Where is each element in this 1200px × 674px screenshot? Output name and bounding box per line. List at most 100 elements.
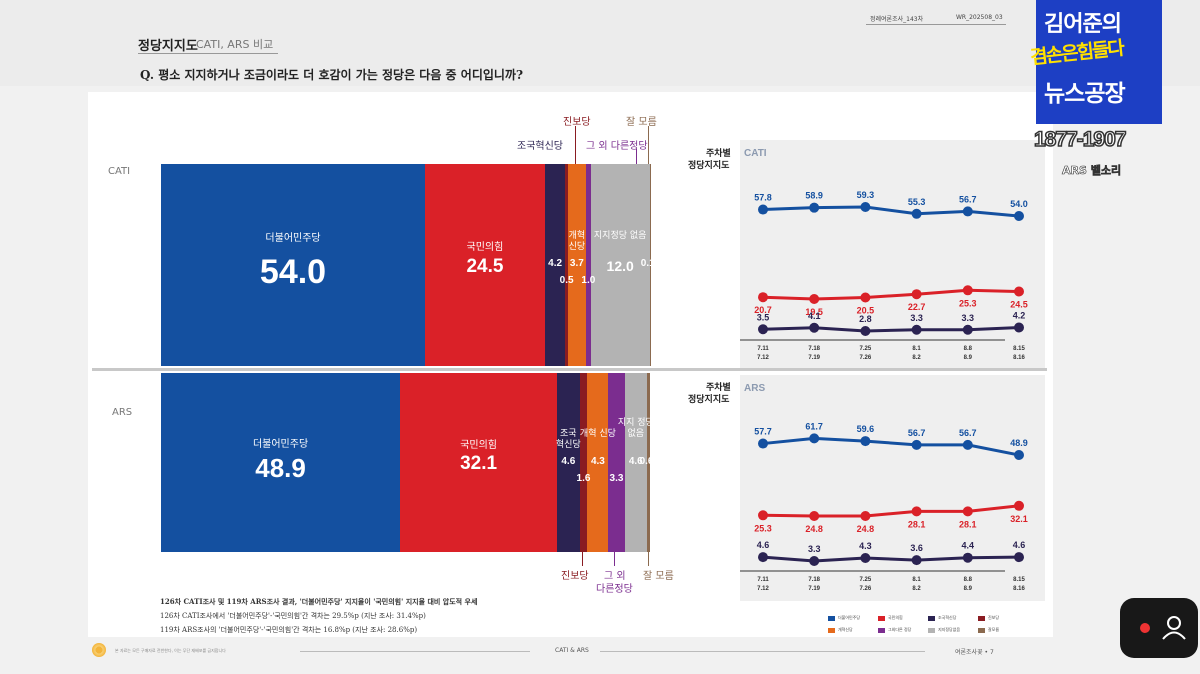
series-point-minjoo <box>758 438 768 449</box>
x-tick-label: 8.8 <box>964 346 973 352</box>
x-tick-label: 7.26 <box>860 586 872 592</box>
segment-name-gaehyeok: 개혁 신당 <box>568 231 586 252</box>
x-tick-label: 7.25 <box>860 346 872 352</box>
series-point-josan <box>809 322 820 333</box>
dk-top-leader <box>648 126 649 164</box>
series-label-minjoo: 57.8 <box>754 193 772 203</box>
segment-name-none: 지지정당 없음 <box>593 231 647 241</box>
segment-value-other: 3.3 <box>609 472 624 484</box>
legend-label: 지지정당없음 <box>938 627 961 632</box>
legend: 더불어민주당 국민의힘 조국혁신당 진보당 개혁신당 그외다른 정당 지지정당없음 잘모름 <box>828 614 1028 636</box>
legend-swatch <box>978 628 985 633</box>
bar-segment-jinbo <box>565 164 569 366</box>
series-label-ppp: 25.3 <box>959 298 977 308</box>
record-widget[interactable] <box>1120 598 1198 658</box>
user-icon[interactable] <box>1160 614 1188 640</box>
segment-value-other: 1.0 <box>581 275 596 286</box>
bar-segment-ppp <box>400 373 558 552</box>
series-point-ppp <box>758 510 768 521</box>
page-title: 정당지지도 <box>138 39 198 54</box>
footer-right: 여론조사꽃 • 7 <box>955 649 994 656</box>
weekly-panel-title: ARS <box>744 383 765 394</box>
series-label-minjoo: 59.6 <box>857 424 875 434</box>
cati-weekly-line-chart: CATI 57.8 58.9 59.3 55.3 56.7 54.0 20.7 19.5 20.5… <box>740 148 1028 361</box>
x-tick-label: 7.18 <box>808 346 820 352</box>
segment-value-dk: 0.6 <box>639 455 654 467</box>
weekly-panel-title: CATI <box>744 148 767 159</box>
bar-segment-none <box>590 164 650 366</box>
note-3: 119차 ARS조사의 '더불어민주당'-'국민의힘'간 격차는 16.8%p … <box>160 626 418 634</box>
legend-label: 조국혁신당 <box>938 615 957 620</box>
cati-label: CATI <box>108 166 131 177</box>
bar-segment-josan <box>544 164 566 366</box>
series-label-ppp: 24.5 <box>1010 300 1028 310</box>
series-label-josan: 3.3 <box>962 313 975 323</box>
page-subtitle: CATI, ARS 비교 <box>196 38 274 51</box>
legend-item: 더불어민주당 <box>828 614 878 624</box>
x-tick-label: 7.12 <box>757 586 769 592</box>
series-point-josan <box>962 552 973 563</box>
footer-left: 본 자료는 모든 구매자료 전반한다, 이는 무단 재배포를 금지합니다 <box>115 648 226 653</box>
logo-line2: 겸손은힘들다 <box>1029 37 1124 69</box>
series-line-josan <box>760 326 1020 333</box>
report-id: 정례여론조사_143차 <box>870 16 924 23</box>
legend-swatch <box>878 616 885 621</box>
series-point-josan <box>911 324 922 335</box>
series-label-minjoo: 57.7 <box>754 427 772 437</box>
x-tick-label: 7.19 <box>808 586 820 592</box>
legend-swatch <box>928 628 935 633</box>
series-point-ppp <box>962 285 973 296</box>
series-label-minjoo: 58.9 <box>805 191 823 201</box>
dk-bottom-label: 잘 모름 <box>643 571 674 582</box>
note-2: 126차 CATI조사에서 '더불어민주당'-'국민의힘'간 격차는 29.5%… <box>160 612 426 620</box>
segment-value-ppp: 24.5 <box>466 255 504 277</box>
footer-center: CATI & ARS <box>555 647 589 654</box>
x-tick-label: 8.15 <box>1013 577 1025 583</box>
title-underline <box>138 53 278 54</box>
legend-swatch <box>878 628 885 633</box>
series-point-minjoo <box>1014 211 1024 221</box>
legend-swatch <box>828 616 835 621</box>
plot-area: 57.7 61.7 59.6 56.7 56.7 48.9 25.3 24.8 24.8 28.1… <box>754 421 1028 592</box>
segment-value-minjoo: 54.0 <box>259 253 327 292</box>
series-point-josan <box>962 324 973 335</box>
x-tick-label: 7.11 <box>757 346 769 352</box>
series-line-ppp <box>760 288 1020 301</box>
ars-stacked-bar: 더불어민주당 48.9 국민의힘 32.1 조국 혁신당 4.6 1.6 개혁 신당 4.3 3.… <box>161 373 654 552</box>
bar-segment-jinbo <box>579 373 588 552</box>
series-point-minjoo <box>809 202 820 213</box>
x-tick-label: 8.1 <box>912 346 921 352</box>
segment-value-minjoo: 48.9 <box>255 453 306 484</box>
plot-area: 57.8 58.9 59.3 55.3 56.7 54.0 20.7 19.5 20.5 22.7… <box>754 190 1028 361</box>
bar-segment-minjoo <box>161 164 426 366</box>
bar-segment-dk <box>647 373 651 552</box>
series-point-minjoo <box>860 436 871 447</box>
legend-label: 그외다른 정당 <box>888 627 912 632</box>
segment-value-josan: 4.6 <box>561 455 576 467</box>
legend-label: 국민의힘 <box>888 615 903 620</box>
series-point-ppp <box>1014 286 1024 297</box>
x-tick-label: 7.12 <box>757 355 769 361</box>
legend-swatch <box>928 616 935 621</box>
note-1: 126차 CATI조사 및 119차 ARS조사 결과, '더불어민주당' 지지… <box>160 597 478 606</box>
footer-rule-right <box>600 651 925 652</box>
segment-value-dk: 0.1 <box>640 258 655 269</box>
jinbo-bottom-leader <box>582 552 583 566</box>
series-label-josan: 2.8 <box>859 314 872 324</box>
phone-subtitle: ARS 벨소리 <box>1062 164 1122 178</box>
series-label-josan: 4.3 <box>859 541 872 551</box>
series-label-josan: 4.1 <box>808 311 821 321</box>
series-point-ppp <box>1014 500 1024 511</box>
footer-rule-left <box>300 651 530 652</box>
weekly-title-cati-2: 정당지지도 <box>688 161 730 171</box>
series-point-minjoo <box>860 201 871 212</box>
legend-item: 조국혁신당 <box>928 614 978 624</box>
series-point-josan <box>809 556 820 566</box>
bar-segment-minjoo <box>161 373 401 552</box>
series-point-ppp <box>809 294 820 304</box>
bar-segment-josan <box>557 373 580 552</box>
jinbo-bottom-label: 진보당 <box>561 571 589 582</box>
report-code: WR_202508_03 <box>956 14 1003 21</box>
legend-item: 그외다른 정당 <box>878 626 928 636</box>
series-label-ppp: 24.8 <box>857 524 875 534</box>
